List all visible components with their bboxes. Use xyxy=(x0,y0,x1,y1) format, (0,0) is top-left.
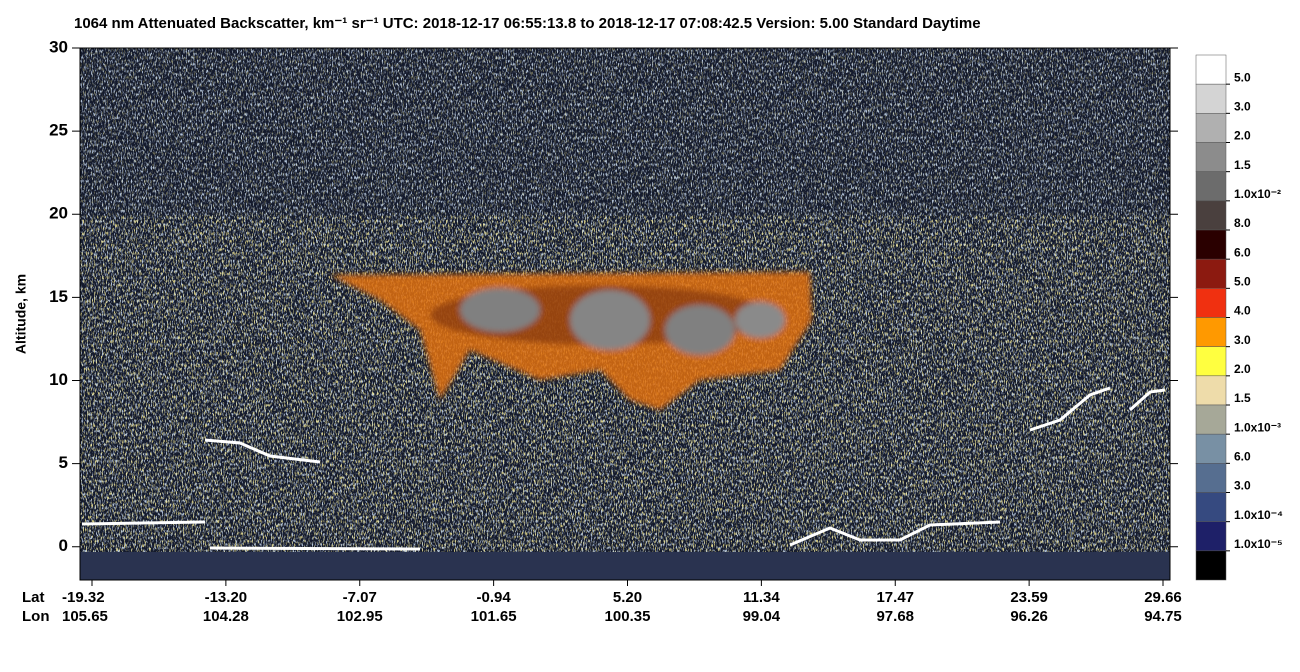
colorbar-box xyxy=(1195,113,1227,143)
colorbar-label: 8.0 xyxy=(1234,216,1251,230)
colorbar-box xyxy=(1195,229,1227,260)
colorbar-label: 5.0 xyxy=(1234,70,1251,84)
colorbar-box xyxy=(1195,288,1227,318)
colorbar-label: 1.5 xyxy=(1234,391,1251,405)
colorbar-label: 6.0 xyxy=(1234,245,1251,259)
y-tick-label: 10 xyxy=(49,370,68,389)
lat-tick-label: 11.34 xyxy=(743,589,780,606)
colorbar-box xyxy=(1195,550,1227,581)
colorbar-box xyxy=(1195,463,1227,493)
y-tick-label: 5 xyxy=(59,453,68,472)
lon-tick-label: 102.95 xyxy=(337,608,383,625)
colorbar-label: 3.0 xyxy=(1234,333,1251,347)
plot-image xyxy=(80,48,1170,580)
lon-tick-label: 99.04 xyxy=(743,608,781,625)
lon-tick-label: 96.26 xyxy=(1010,608,1048,625)
x-row-label: Lon xyxy=(22,608,50,625)
colorbar-box xyxy=(1195,258,1227,289)
colorbar-box xyxy=(1195,54,1227,85)
colorbar-label: 1.0x10⁻³ xyxy=(1234,420,1281,434)
plot-frame xyxy=(79,47,1171,581)
lat-tick-label: -0.94 xyxy=(477,589,512,606)
colorbar-box xyxy=(1195,433,1227,464)
lon-tick-label: 97.68 xyxy=(876,608,914,625)
lat-tick-label: 29.66 xyxy=(1144,589,1182,606)
colorbar-label: 3.0 xyxy=(1234,479,1251,493)
low-cloud xyxy=(81,386,1166,551)
chart-title: 1064 nm Attenuated Backscatter, km⁻¹ sr⁻… xyxy=(74,15,981,32)
lat-tick-label: -13.20 xyxy=(205,589,248,606)
colorbar-box xyxy=(1195,317,1227,347)
colorbar-label: 1.0x10⁻² xyxy=(1234,187,1281,201)
lat-tick-label: 23.59 xyxy=(1010,589,1048,606)
noise-layer xyxy=(80,48,1170,215)
colorbar-label: 2.0 xyxy=(1234,362,1251,376)
lon-tick-label: 94.75 xyxy=(1144,608,1182,625)
colorbar-label: 5.0 xyxy=(1234,275,1251,289)
surface-band xyxy=(80,552,1170,580)
y-tick-label: 0 xyxy=(59,536,68,555)
cloud xyxy=(330,272,812,410)
colorbar-label: 1.0x10⁻⁵ xyxy=(1234,537,1283,551)
colorbar-box xyxy=(1195,346,1227,377)
y-tick-label: 15 xyxy=(49,287,68,306)
colorbar-box xyxy=(1195,521,1227,552)
lat-tick-label: 17.47 xyxy=(876,589,914,606)
noise-layer xyxy=(80,215,1170,580)
y-tick-label: 30 xyxy=(49,37,68,56)
colorbar-label: 1.5 xyxy=(1234,158,1251,172)
colorbar-label: 4.0 xyxy=(1234,304,1251,318)
lat-tick-label: 5.20 xyxy=(613,589,642,606)
colorbar-box xyxy=(1195,171,1227,202)
colorbar-label: 3.0 xyxy=(1234,100,1251,114)
colorbar-label: 1.0x10⁻⁴ xyxy=(1234,508,1283,522)
lon-tick-label: 105.65 xyxy=(62,608,108,625)
lon-tick-label: 101.65 xyxy=(471,608,517,625)
colorbar-box xyxy=(1195,200,1227,231)
colorbar-box xyxy=(1195,404,1227,435)
x-row-label: Lat xyxy=(22,589,45,606)
colorbar-box xyxy=(1195,142,1227,172)
y-axis-label: Altitude, km xyxy=(13,274,29,354)
colorbar-box xyxy=(1195,375,1227,406)
lon-tick-label: 104.28 xyxy=(203,608,249,625)
colorbar-box xyxy=(1195,83,1227,114)
y-tick-label: 25 xyxy=(49,121,68,140)
lon-tick-label: 100.35 xyxy=(605,608,651,625)
lat-tick-label: -7.07 xyxy=(343,589,377,606)
colorbar-label: 6.0 xyxy=(1234,450,1251,464)
colorbar-label: 2.0 xyxy=(1234,129,1251,143)
y-tick-label: 20 xyxy=(49,204,68,223)
lat-tick-label: -19.32 xyxy=(62,589,105,606)
colorbar-box xyxy=(1195,492,1227,522)
